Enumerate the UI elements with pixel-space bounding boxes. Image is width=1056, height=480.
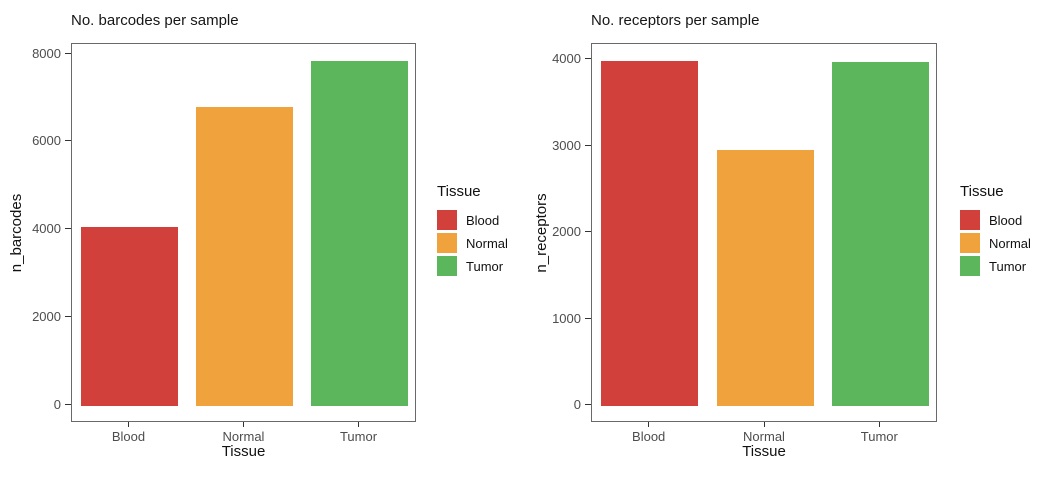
y-axis-tick-label: 1000 — [552, 310, 581, 326]
y-axis-tick-mark — [585, 404, 591, 406]
plot-panel — [591, 43, 937, 422]
legend-keys: Blood Normal Tumor — [437, 210, 508, 276]
x-axis-title: Tissue — [742, 443, 786, 460]
x-axis-tick-label: Normal — [743, 429, 785, 444]
legend-swatch-blood — [437, 210, 457, 230]
y-axis-tick-mark — [585, 58, 591, 60]
legend-swatch-normal — [960, 233, 980, 253]
x-axis-tick-mark — [878, 422, 880, 427]
x-axis-tick-label: Tumor — [339, 429, 378, 444]
x-axis-tick-label: Blood — [111, 429, 146, 444]
y-axis-tick-mark — [65, 404, 71, 406]
x-axis-tick-mark — [358, 422, 359, 427]
legend-keys: Blood Normal Tumor — [960, 210, 1031, 276]
plot-panel — [71, 43, 416, 422]
y-axis-tick-mark — [65, 140, 71, 142]
y-axis-tick-mark — [585, 144, 591, 146]
bar-tumor — [311, 61, 408, 406]
y-axis-tick-mark — [65, 52, 71, 54]
y-axis-tick-mark — [65, 228, 71, 230]
legend-key-normal: Normal — [960, 233, 1031, 253]
legend-swatch-normal — [437, 233, 457, 253]
legend-key-blood: Blood — [960, 210, 1031, 230]
y-axis-tick-label: 8000 — [32, 45, 61, 61]
legend-label: Blood — [989, 212, 1023, 228]
x-axis-tick-label: Tumor — [860, 429, 898, 444]
legend-title: Tissue — [437, 183, 481, 200]
legend: Tissue Blood Normal Tumor — [437, 183, 508, 279]
x-axis-tick-label: Blood — [632, 429, 666, 444]
bar-blood — [601, 61, 699, 406]
x-axis-tick-mark — [763, 422, 765, 427]
y-axis-tick-mark — [585, 231, 591, 233]
legend-label: Tumor — [989, 258, 1027, 274]
legend-swatch-tumor — [437, 256, 457, 276]
receptors-chart-figure: No. receptors per sample n_receptors Tis… — [528, 0, 1056, 480]
chart-title: No. barcodes per sample — [71, 12, 239, 29]
legend-key-tumor: Tumor — [437, 256, 508, 276]
legend: Tissue Blood Normal Tumor — [960, 183, 1031, 279]
x-axis-tick-mark — [128, 422, 129, 427]
y-axis-tick-label: 0 — [53, 397, 61, 413]
bar-tumor — [831, 62, 929, 406]
x-axis-tick-mark — [243, 422, 244, 427]
y-axis-tick-label: 3000 — [552, 137, 581, 153]
y-axis-tick-label: 4000 — [552, 51, 581, 67]
y-axis-tick-mark — [65, 316, 71, 318]
bar-normal — [716, 150, 814, 406]
chart-title: No. receptors per sample — [591, 12, 760, 29]
legend-label: Blood — [466, 212, 500, 228]
legend-swatch-tumor — [960, 256, 980, 276]
y-axis-tick-label: 6000 — [32, 133, 61, 149]
legend-label: Normal — [466, 235, 508, 251]
legend-label: Tumor — [466, 258, 504, 274]
x-axis-title: Tissue — [221, 443, 266, 460]
legend-key-tumor: Tumor — [960, 256, 1031, 276]
bar-normal — [196, 106, 293, 406]
legend-key-normal: Normal — [437, 233, 508, 253]
barcodes-chart-figure: No. barcodes per sample n_barcodes Tissu… — [8, 12, 508, 460]
legend-title: Tissue — [960, 183, 1004, 200]
legend-key-blood: Blood — [437, 210, 508, 230]
y-axis-tick-label: 2000 — [32, 309, 61, 325]
y-axis-tick-label: 2000 — [552, 224, 581, 240]
y-axis-tick-label: 4000 — [32, 221, 61, 237]
legend-label: Normal — [989, 235, 1031, 251]
y-axis-tick-label: 0 — [573, 397, 581, 413]
bar-blood — [81, 227, 178, 406]
y-axis-tick-mark — [585, 317, 591, 319]
x-axis-tick-label: Normal — [222, 429, 265, 444]
legend-swatch-blood — [960, 210, 980, 230]
x-axis-tick-mark — [648, 422, 650, 427]
